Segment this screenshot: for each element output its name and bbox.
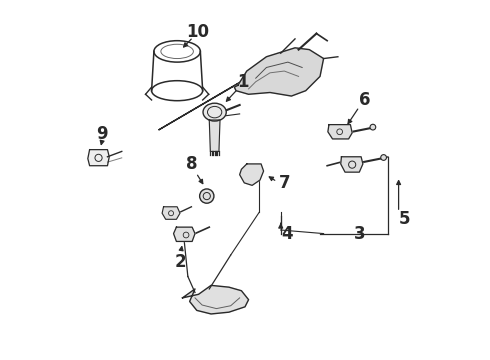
Circle shape bbox=[370, 124, 376, 130]
Circle shape bbox=[199, 189, 214, 203]
Polygon shape bbox=[88, 150, 109, 166]
Circle shape bbox=[381, 155, 387, 160]
Text: 6: 6 bbox=[359, 91, 370, 109]
Text: 4: 4 bbox=[281, 225, 293, 243]
Polygon shape bbox=[240, 164, 264, 185]
Polygon shape bbox=[234, 48, 323, 96]
Polygon shape bbox=[328, 125, 352, 139]
Text: 9: 9 bbox=[97, 125, 108, 143]
Ellipse shape bbox=[203, 103, 226, 121]
Text: 5: 5 bbox=[399, 210, 411, 228]
Text: 8: 8 bbox=[186, 155, 197, 173]
Text: 2: 2 bbox=[175, 253, 187, 271]
Text: 3: 3 bbox=[353, 225, 365, 243]
Text: 1: 1 bbox=[238, 73, 249, 91]
Polygon shape bbox=[159, 60, 277, 130]
Polygon shape bbox=[182, 285, 248, 314]
Text: 10: 10 bbox=[186, 23, 209, 41]
Polygon shape bbox=[173, 227, 195, 242]
Polygon shape bbox=[209, 120, 220, 152]
Text: 7: 7 bbox=[278, 174, 290, 192]
Polygon shape bbox=[162, 207, 180, 219]
Polygon shape bbox=[341, 157, 363, 172]
